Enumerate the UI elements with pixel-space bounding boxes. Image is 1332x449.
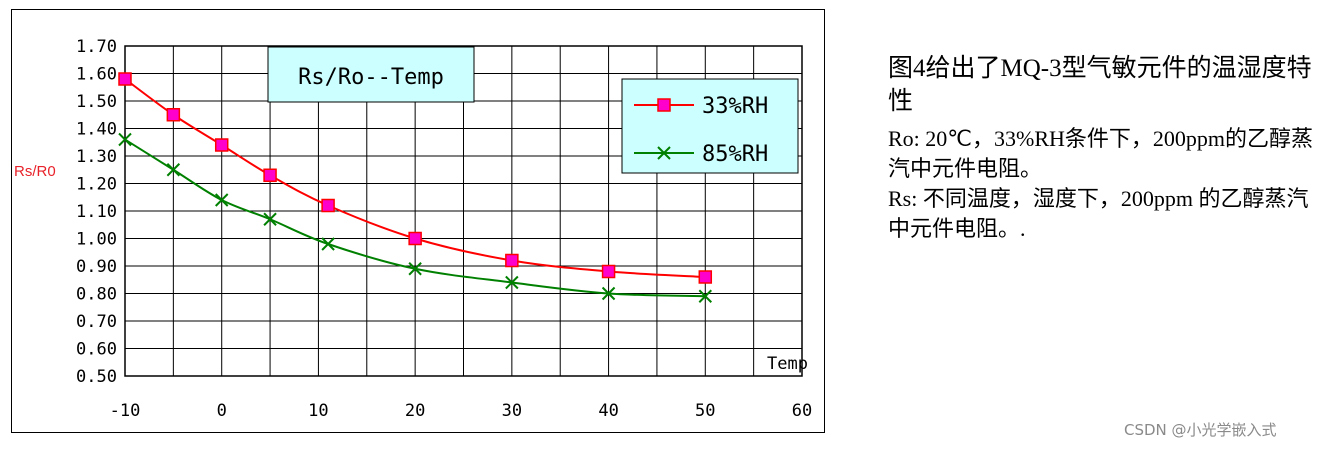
y-tick-label: 1.30 <box>76 147 117 167</box>
marker-stroke <box>698 289 712 303</box>
y-tick-label: 1.40 <box>76 120 117 140</box>
description-panel: 图4给出了MQ-3型气敏元件的温湿度特性 Ro: 20℃，33%RH条件下，20… <box>888 52 1318 244</box>
chart-title-box: Rs/Ro--Temp <box>267 46 475 103</box>
x-tick-label: -10 <box>110 401 141 421</box>
description-line-ro: Ro: 20℃，33%RH条件下，200ppm的乙醇蒸汽中元件电阻。 <box>888 126 1313 181</box>
data-point-85pctrh <box>263 212 277 226</box>
x-axis-label: Temp <box>767 354 808 374</box>
data-point-33pctrh <box>321 198 335 213</box>
y-tick-label: 1.50 <box>76 92 117 112</box>
marker-stroke <box>118 132 132 147</box>
data-point-33pctrh <box>408 231 422 246</box>
y-tick-label: 0.90 <box>76 257 117 277</box>
legend-marker-85pctrh <box>657 146 671 160</box>
data-point-85pctrh <box>166 163 181 177</box>
series-layer <box>118 72 713 303</box>
data-point-85pctrh <box>215 193 229 207</box>
y-axis-label: Rs/R0 <box>14 163 56 180</box>
y-tick-label: 1.60 <box>76 65 117 85</box>
data-point-33pctrh <box>118 72 132 86</box>
marker-stroke <box>657 146 671 160</box>
y-tick-label: 0.50 <box>76 367 117 387</box>
y-tick-label: 1.10 <box>76 202 117 222</box>
data-point-33pctrh <box>263 168 277 182</box>
marker-stroke <box>263 212 277 226</box>
x-tick-label: 40 <box>598 401 618 421</box>
marker-stroke <box>215 193 229 207</box>
legend-label-85pctrh: 85%RH <box>702 142 768 167</box>
data-point-33pctrh <box>505 253 519 268</box>
data-point-85pctrh <box>118 132 132 147</box>
marker-stroke <box>408 262 422 276</box>
chart-svg: 1.70 1.60 1.50 1.40 1.30 1.20 1.10 1.00 0.90 0.80… <box>14 37 812 421</box>
data-point-85pctrh <box>698 289 712 303</box>
data-point-85pctrh <box>408 262 422 276</box>
description-line-rs: Rs: 不同温度，湿度下，200ppm 的乙醇蒸汽中元件电阻。. <box>888 186 1309 241</box>
legend-label-33pctrh: 33%RH <box>702 94 768 119</box>
description-title: 图4给出了MQ-3型气敏元件的温湿度特性 <box>888 55 1312 115</box>
x-tick-label: 10 <box>308 401 328 421</box>
y-tick-label: 1.20 <box>76 175 117 195</box>
marker-stroke <box>321 237 335 251</box>
watermark: CSDN @小光学嵌入式 <box>1124 421 1277 439</box>
marker-stroke <box>166 163 181 177</box>
x-tick-label: 50 <box>695 401 715 421</box>
marker-stroke <box>505 275 519 290</box>
data-point-33pctrh <box>601 264 616 279</box>
y-tick-label: 0.60 <box>76 340 117 360</box>
marker-stroke <box>601 286 616 301</box>
chart-frame: 1.70 1.60 1.50 1.40 1.30 1.20 1.10 1.00 0.90 0.80… <box>11 9 825 433</box>
x-tick-label: 30 <box>502 401 522 421</box>
chart-title: Rs/Ro--Temp <box>298 65 444 90</box>
series-line-33pctrh <box>124 78 706 278</box>
x-tick-label: 20 <box>405 401 425 421</box>
y-tick-label: 0.80 <box>76 285 117 305</box>
series-line-85pctrh <box>124 138 706 298</box>
x-tick-label: 0 <box>217 401 227 421</box>
y-tick-label: 1.00 <box>76 230 117 250</box>
legend-box <box>621 78 799 174</box>
y-tick-label: 0.70 <box>76 312 117 332</box>
data-point-33pctrh <box>214 138 229 152</box>
legend: 33%RH 85%RH <box>621 78 799 174</box>
data-point-85pctrh <box>505 275 519 290</box>
data-point-85pctrh <box>321 237 335 251</box>
y-tick-label: 1.70 <box>76 37 117 57</box>
legend-marker-33pctrh <box>657 98 671 112</box>
data-point-33pctrh <box>166 108 181 122</box>
data-point-33pctrh <box>698 270 713 284</box>
x-tick-label: 60 <box>792 401 812 421</box>
axis-layer: 1.70 1.60 1.50 1.40 1.30 1.20 1.10 1.00 0.90 0.80… <box>76 37 812 421</box>
plot-area-border <box>124 45 803 377</box>
data-point-85pctrh <box>601 286 616 301</box>
